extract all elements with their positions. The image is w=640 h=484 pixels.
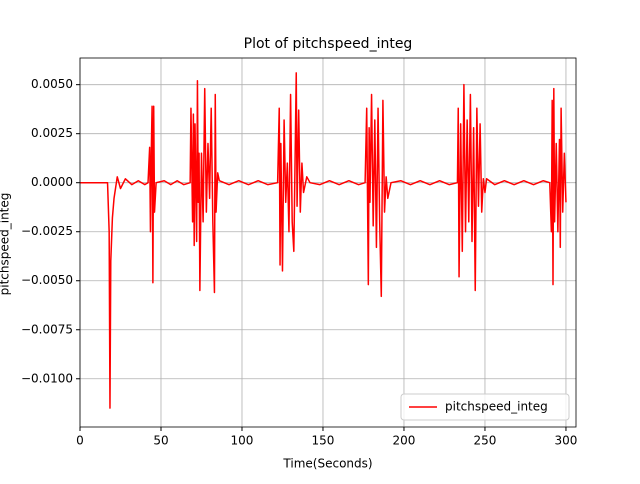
y-tick-label: −0.0025 xyxy=(21,224,73,238)
legend-box xyxy=(400,393,570,421)
x-tick-label: 50 xyxy=(153,434,168,448)
data-line xyxy=(80,72,567,409)
x-axis-label: Time(Seconds) xyxy=(282,457,372,471)
chart-title: Plot of pitchspeed_integ xyxy=(244,36,413,52)
y-tick-label: 0.0050 xyxy=(31,77,73,91)
legend-label: pitchspeed_integ xyxy=(445,400,548,414)
y-tick-label: 0.0000 xyxy=(31,175,73,189)
y-axis-label: pitchspeed_integ xyxy=(0,193,12,296)
x-tick-label: 300 xyxy=(555,434,578,448)
y-tick-label: −0.0050 xyxy=(21,273,73,287)
x-tick-label: 250 xyxy=(474,434,497,448)
x-tick-label: 150 xyxy=(312,434,335,448)
axes-frame xyxy=(79,57,577,428)
x-tick-label: 0 xyxy=(76,434,84,448)
x-tick-label: 200 xyxy=(393,434,416,448)
y-tick-label: −0.0100 xyxy=(21,371,73,385)
x-tick-label: 100 xyxy=(231,434,254,448)
y-tick-label: 0.0025 xyxy=(31,126,73,140)
y-tick-label: −0.0075 xyxy=(21,322,73,336)
